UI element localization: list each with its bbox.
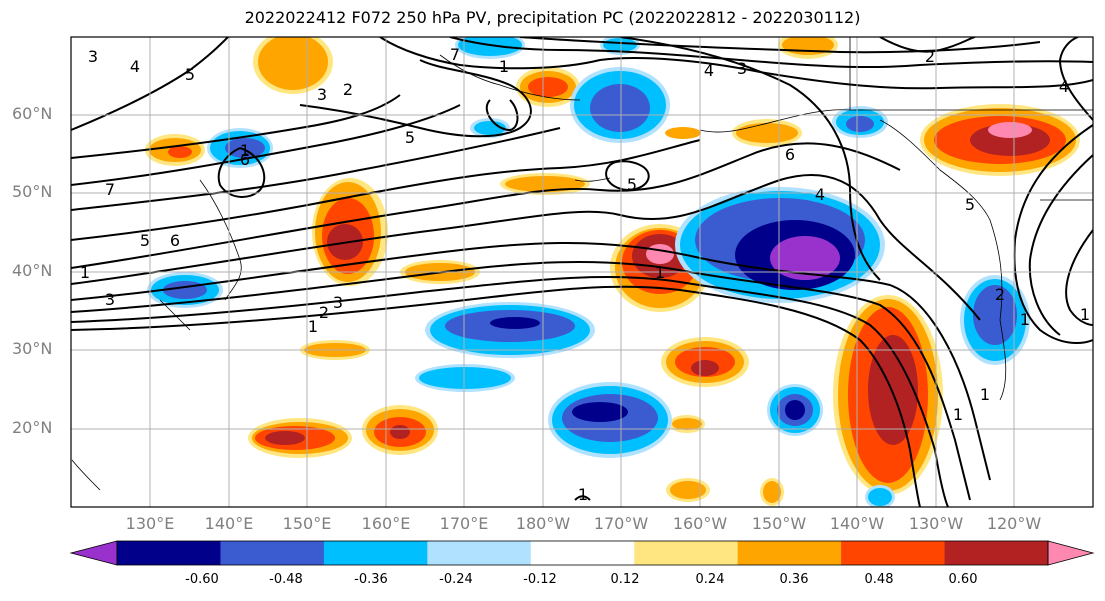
lat-label-30n: 30°N <box>12 339 53 358</box>
lon-label: 120°W <box>986 514 1042 533</box>
colorbar-segment <box>117 541 221 565</box>
contour-label: 4 <box>704 61 714 80</box>
contour-label: 5 <box>185 65 195 84</box>
lat-label-40n: 40°N <box>12 261 53 280</box>
colorbar-tick-label: -0.24 <box>439 572 473 587</box>
contour-label: 1 <box>655 263 665 282</box>
contour-label: 7 <box>450 45 460 64</box>
colorbar-segment <box>427 541 532 565</box>
contour-label: 5 <box>965 195 975 214</box>
contour-label: 4 <box>815 185 825 204</box>
contour-label: 3 <box>88 47 98 66</box>
contour-label: 2 <box>995 285 1005 304</box>
lon-label: 180°W <box>515 514 571 533</box>
colorbar-extend-high <box>1047 540 1095 566</box>
lon-label: 170°E <box>439 514 489 533</box>
contour-label: 1 <box>980 385 990 404</box>
contour-label: 1 <box>578 485 588 504</box>
contour-label: 7 <box>105 180 115 199</box>
colorbar-tick-label: -0.48 <box>269 572 303 587</box>
map-frame <box>70 36 1094 508</box>
colorbar-tick-label: 0.60 <box>948 572 978 587</box>
lon-label: 150°E <box>282 514 332 533</box>
contour-label: 4 <box>1059 77 1069 96</box>
contour-label: 1 <box>308 317 318 336</box>
colorbar-segment <box>841 541 946 565</box>
lon-label: 140°W <box>829 514 885 533</box>
contour-label: 5 <box>405 128 415 147</box>
contour-label: 1 <box>1080 305 1090 324</box>
lat-label-20n: 20°N <box>12 418 53 437</box>
contour-label: 1 <box>80 263 90 282</box>
contour-label: 1 <box>240 141 250 160</box>
colorbar-tick-label: 0.24 <box>695 572 725 587</box>
colorbar-tick-label: 0.12 <box>610 572 640 587</box>
map-gridlines <box>71 37 1093 507</box>
colorbar-segment <box>323 541 428 565</box>
contour-label: 1 <box>953 405 963 424</box>
lon-label: 130°W <box>908 514 964 533</box>
contour-label: 1 <box>499 57 509 76</box>
contour-label: 6 <box>170 231 180 250</box>
lon-label: 160°W <box>672 514 728 533</box>
colorbar <box>69 540 1095 566</box>
lon-label: 150°W <box>751 514 807 533</box>
contour-label: 3 <box>317 85 327 104</box>
colorbar-segment <box>220 541 325 565</box>
contour-label: 3 <box>105 290 115 309</box>
contour-label: 3 <box>333 293 343 312</box>
lon-label: 140°E <box>204 514 254 533</box>
map-title: 2022022412 F072 250 hPa PV, precipitatio… <box>244 8 861 27</box>
contour-label: 2 <box>925 47 935 66</box>
shaded-anomalies <box>71 37 1093 507</box>
colorbar-segment <box>737 541 842 565</box>
colorbar-tick-label: 0.36 <box>779 572 809 587</box>
contour-label: 6 <box>785 145 795 164</box>
contour-label: 5 <box>140 231 150 250</box>
colorbar-tick-label: -0.36 <box>354 572 388 587</box>
colorbar-tick-label: 0.48 <box>864 572 894 587</box>
contour-labels: 3 4 5 3 2 1 5 7 4 3 2 6 5 5 1 1 7 5 6 3 … <box>80 45 1090 504</box>
contour-label: 3 <box>737 59 747 78</box>
contour-label: 6 <box>240 150 250 169</box>
colorbar-extend-low <box>69 540 118 566</box>
colorbar-tick-label: -0.12 <box>523 572 557 587</box>
contour-label: 2 <box>319 303 329 322</box>
lat-label-50n: 50°N <box>12 182 53 201</box>
contour-label: 2 <box>343 80 353 99</box>
contour-label: 1 <box>1020 310 1030 329</box>
lon-label: 130°E <box>125 514 175 533</box>
colorbar-tick-label: -0.60 <box>185 572 219 587</box>
colorbar-segment <box>634 541 739 565</box>
colorbar-segment <box>944 541 1049 565</box>
lon-label: 170°W <box>593 514 649 533</box>
colorbar-segment <box>530 541 635 565</box>
colorbar-segments <box>117 541 1049 565</box>
lat-label-60n: 60°N <box>12 104 53 123</box>
contour-label: 4 <box>130 57 140 76</box>
contour-label: 5 <box>627 175 637 194</box>
lon-label: 160°E <box>361 514 411 533</box>
